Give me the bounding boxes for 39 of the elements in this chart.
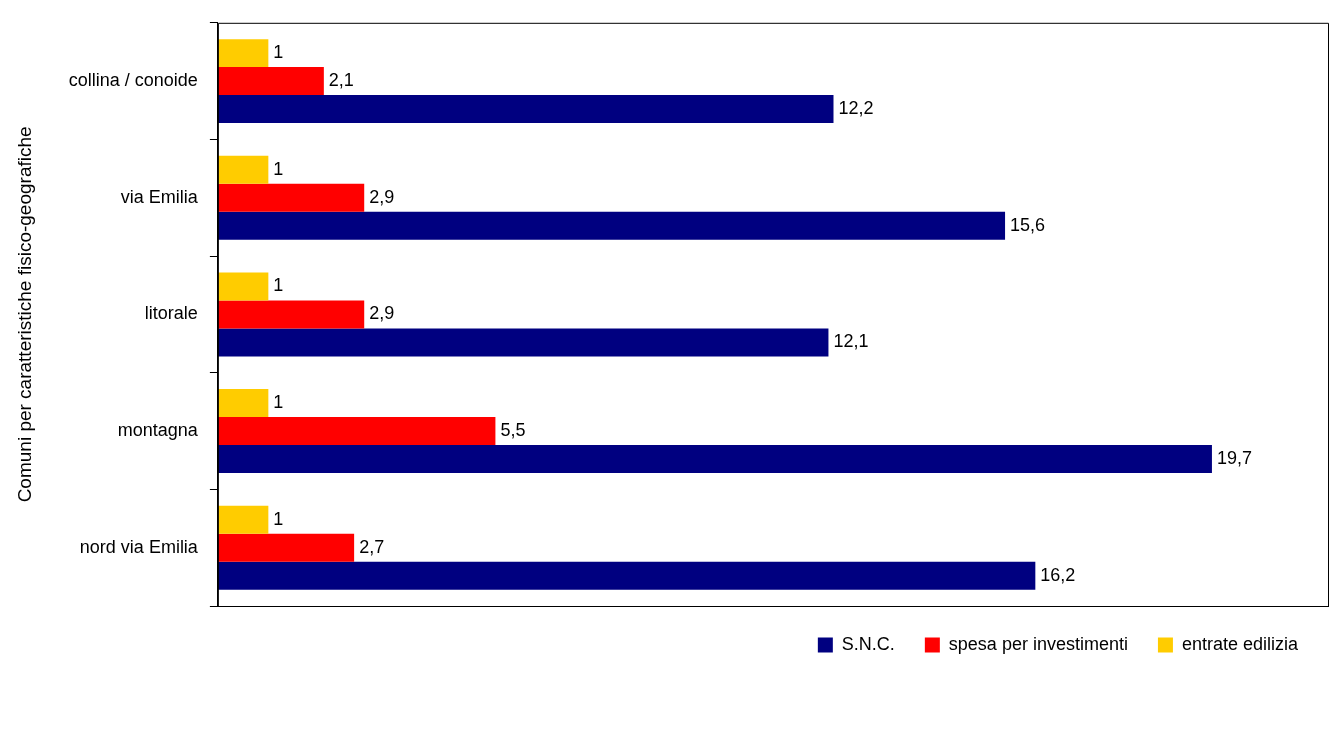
data-label: 12,2	[838, 98, 874, 119]
data-label: 2,7	[359, 536, 385, 557]
bar	[217, 328, 829, 357]
data-label: 16,2	[1040, 564, 1076, 585]
data-label: 1	[273, 392, 284, 413]
data-label: 2,9	[369, 303, 395, 324]
data-label: 5,5	[500, 420, 526, 441]
bar	[217, 95, 834, 124]
y-tick-label: nord via Emilia	[79, 536, 199, 557]
bar	[217, 183, 365, 212]
bar	[217, 445, 1212, 474]
data-label: 15,6	[1010, 214, 1046, 235]
data-label: 19,7	[1216, 448, 1252, 468]
bar	[217, 300, 365, 329]
bar	[217, 417, 496, 446]
bar	[217, 39, 269, 68]
legend-label: spesa per investimenti	[948, 633, 1128, 654]
bar	[217, 155, 269, 184]
bar	[217, 533, 355, 562]
bar	[217, 389, 269, 418]
bar	[217, 561, 1036, 590]
y-axis-title: Comuni per caratteristiche fisico-geografiche	[13, 126, 35, 503]
bar	[217, 272, 269, 301]
data-label: 1	[273, 275, 284, 296]
y-tick-label: litorale	[144, 303, 198, 324]
legend-label: S.N.C.	[841, 633, 895, 654]
data-label: 1	[273, 42, 284, 63]
legend-label: entrate edilizia	[1181, 633, 1299, 654]
data-label: 1	[273, 158, 284, 179]
data-label: 2,9	[369, 186, 395, 207]
y-tick-label: via Emilia	[120, 186, 199, 207]
bar	[217, 505, 269, 534]
data-label: 1	[273, 508, 284, 529]
data-label: 2,1	[328, 70, 354, 91]
bar	[217, 67, 324, 96]
y-tick-label: montagna	[117, 420, 199, 441]
bar	[217, 211, 1006, 240]
y-tick-label: collina / conoide	[68, 70, 198, 91]
data-label: 12,1	[833, 331, 869, 352]
